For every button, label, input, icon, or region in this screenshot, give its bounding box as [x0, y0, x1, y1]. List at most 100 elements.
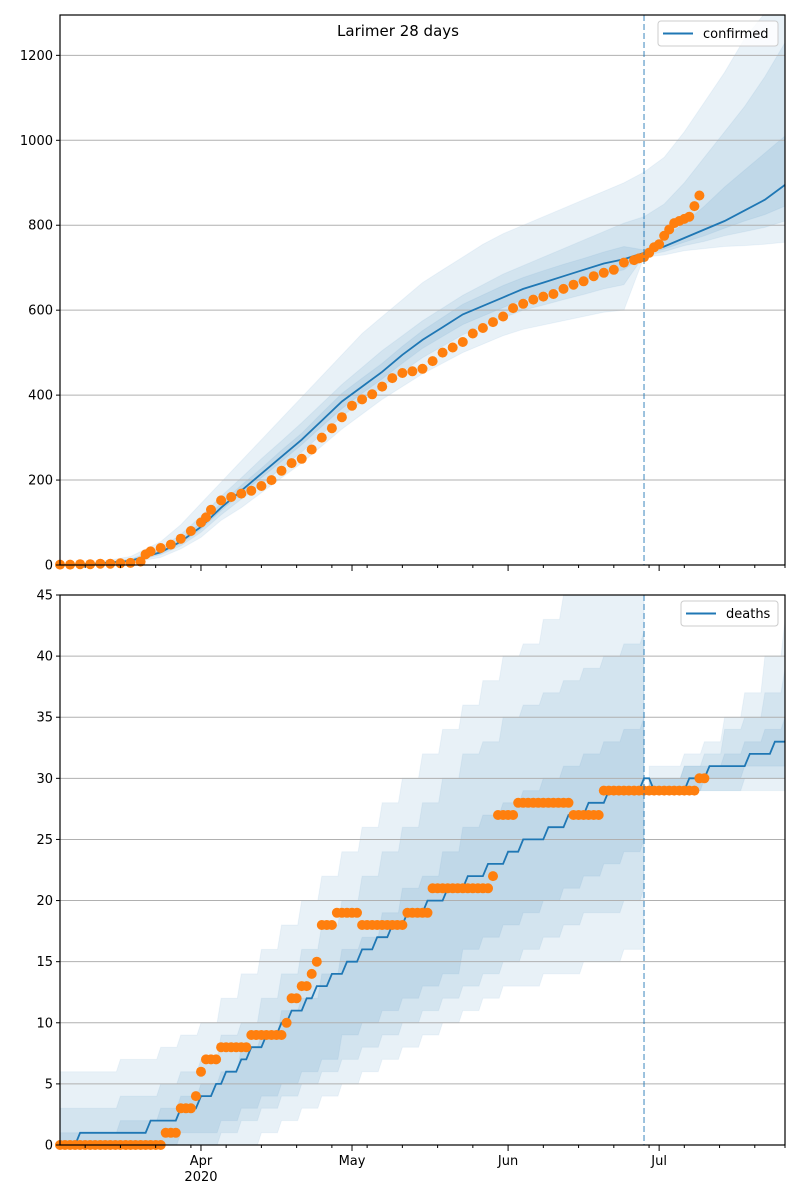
confirmed-observed-point: [694, 190, 705, 201]
deaths-legend: deaths: [680, 600, 779, 627]
confirmed-observed-point: [588, 271, 599, 282]
confirmed-observed-point: [618, 257, 629, 268]
confirmed-observed-point: [135, 556, 146, 567]
xtick-label-jun: Jun: [497, 1154, 518, 1169]
confirmed-observed-point: [548, 289, 559, 299]
confirmed-observed-point: [316, 432, 327, 443]
confirmed-observed-point: [236, 488, 247, 499]
confirmed-band-outer-forecast: [643, 15, 785, 258]
deaths-observed-point: [488, 871, 498, 882]
deaths-observed-point: [211, 1054, 222, 1065]
confirmed-observed-point: [654, 239, 665, 250]
confirmed-observed-point: [427, 356, 438, 367]
confirmed-observed-point: [115, 558, 126, 569]
confirmed-observed-point: [185, 526, 196, 536]
deaths-observed-point: [306, 968, 317, 979]
deaths-observed-point: [170, 1127, 181, 1138]
confirmed-ytick-label: 0: [45, 559, 53, 574]
confirmed-observed-point: [437, 347, 448, 358]
confirmed-gridlines: [60, 54, 785, 481]
deaths-observed-point: [593, 810, 604, 820]
confirmed-observed-point: [326, 423, 337, 434]
confirmed-observed-point: [558, 283, 569, 294]
deaths-observed-point: [326, 920, 337, 930]
confirmed-observed-point: [286, 458, 297, 469]
confirmed-observed-point: [538, 291, 549, 302]
confirmed-observed-point: [165, 539, 176, 550]
deaths-ytick-label: 25: [36, 833, 53, 848]
confirmed-band-mid-forecast: [643, 41, 785, 257]
chart-title: Larimer 28 days: [337, 22, 459, 40]
deaths-observed-point: [196, 1066, 206, 1077]
confirmed-observed-point: [75, 559, 86, 570]
deaths-ytick-label: 5: [45, 1077, 53, 1092]
deaths-observed-point: [190, 1091, 201, 1102]
confirmed-observed-point: [508, 303, 519, 314]
deaths-observed-point: [276, 1030, 287, 1040]
xtick-year-label: 2020: [184, 1170, 217, 1185]
confirmed-observed-point: [477, 323, 488, 333]
deaths-observed-point: [352, 907, 362, 918]
confirmed-observed-point: [608, 264, 619, 275]
confirmed-observed-point: [417, 363, 428, 374]
confirmed-observed-point: [598, 267, 609, 278]
deaths-observed-point: [185, 1103, 196, 1114]
deaths-ytick-label: 30: [36, 772, 53, 787]
confirmed-observed-point: [256, 481, 267, 491]
deaths-observed-point: [311, 956, 322, 967]
confirmed-observed-point: [457, 337, 468, 347]
confirmed-observed-point: [246, 485, 257, 496]
confirmed-observed-point: [145, 546, 156, 557]
confirmed-observed-point: [568, 279, 579, 290]
confirmed-observed-point: [95, 558, 106, 569]
deaths-legend-box: [680, 600, 779, 627]
confirmed-observed-point: [226, 492, 237, 502]
deaths-observed-point: [301, 981, 312, 992]
deaths-gridlines: [60, 594, 785, 1085]
confirmed-observed-point: [498, 311, 509, 322]
confirmed-observed-point: [528, 294, 539, 305]
confirmed-observed-point: [306, 444, 317, 455]
confirmed-ytick-label: 1000: [20, 134, 53, 149]
confirmed-observed-point: [296, 453, 307, 464]
confirmed-observed-point: [266, 475, 277, 486]
deaths-observed-point: [241, 1042, 252, 1053]
confirmed-axes: 0 200 400 600 800 1000 1200 Larimer 28 days co…: [20, 14, 786, 574]
confirmed-observed-point: [125, 557, 136, 568]
confirmed-ytick-label: 1200: [20, 49, 53, 64]
confirmed-ytick-label: 400: [28, 389, 53, 404]
deaths-legend-label: deaths: [726, 607, 771, 622]
confirmed-observed-point: [347, 400, 357, 411]
deaths-observed-points: [55, 773, 710, 1150]
confirmed-observed-point: [447, 342, 458, 353]
xtick-label-apr: Apr: [190, 1154, 213, 1169]
deaths-observed-point: [508, 810, 519, 820]
confirmed-ytick-label: 200: [28, 474, 53, 489]
confirmed-observed-point: [276, 465, 287, 476]
confirmed-observed-point: [684, 211, 695, 222]
deaths-ytick-label: 35: [36, 711, 53, 726]
confirmed-model-line-group: [60, 184, 785, 565]
deaths-observed-point: [689, 785, 700, 796]
deaths-y-ticks: 0 5 10 15 20 25 30 35 40 45: [36, 589, 60, 1154]
confirmed-observed-point: [105, 558, 116, 569]
confirmed-y-ticks: 0 200 400 600 800 1000 1200: [20, 49, 60, 574]
deaths-observed-point: [281, 1017, 292, 1028]
confirmed-legend: confirmed: [657, 20, 779, 47]
confirmed-observed-point: [488, 317, 498, 328]
confirmed-model-line: [60, 184, 785, 565]
confirmed-ytick-label: 800: [28, 219, 53, 234]
deaths-ytick-label: 0: [45, 1139, 53, 1154]
deaths-observed-point: [563, 797, 574, 808]
confirmed-observed-point: [175, 533, 186, 544]
confirmed-observed-point: [206, 504, 216, 515]
confirmed-observed-point: [407, 366, 418, 377]
confirmed-observed-point: [201, 512, 211, 523]
deaths-observed-point: [483, 883, 493, 894]
confirmed-observed-point: [216, 495, 227, 506]
confirmed-observed-point: [689, 201, 700, 212]
confirmed-observed-point: [397, 368, 408, 378]
